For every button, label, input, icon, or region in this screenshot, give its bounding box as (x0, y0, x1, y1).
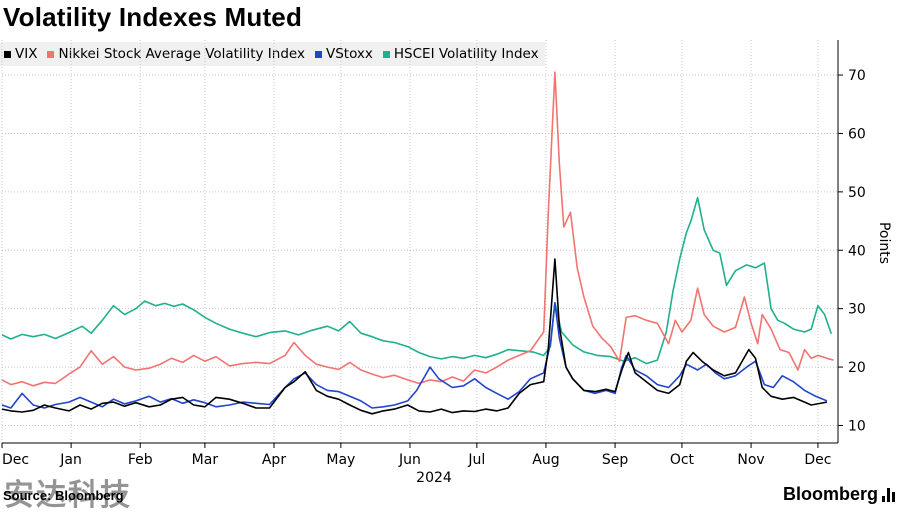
x-tick-label: Mar (192, 452, 219, 468)
legend-item-vstoxx: VStoxx (314, 46, 373, 62)
y-tick-label: 40 (848, 243, 866, 259)
series-line-vstoxx (1, 302, 828, 409)
chart-title: Volatility Indexes Muted (3, 2, 303, 32)
brand-logo: Bloomberg (783, 484, 896, 505)
x-tick-label: Apr (262, 452, 286, 468)
x-tick-label: Jun (398, 452, 421, 468)
series-line-hscei-volatility-index (1, 196, 833, 365)
x-axis-year-label: 2024 (416, 470, 452, 486)
legend-swatch-vstoxx (314, 50, 322, 58)
chart-legend: VIX Nikkei Stock Average Volatility Inde… (0, 42, 545, 66)
x-tick-label: May (326, 452, 355, 468)
legend-label-vix: VIX (15, 46, 38, 62)
series-line-nikkei-stock-average-volatility-index (1, 71, 834, 387)
legend-swatch-nikkei (47, 50, 55, 58)
y-tick-label: 50 (848, 185, 866, 201)
legend-label-vstoxx: VStoxx (325, 46, 373, 62)
x-tick-label: Feb (128, 452, 153, 468)
legend-item-vix: VIX (4, 46, 37, 62)
legend-label-hscei: HSCEI Volatility Index (393, 46, 539, 62)
x-tick-label: Jul (467, 452, 485, 468)
brand-name: Bloomberg (782, 484, 878, 504)
x-tick-label: Sep (602, 452, 629, 468)
y-tick-label: 60 (848, 126, 866, 142)
legend-item-hscei: HSCEI Volatility Index (382, 46, 539, 62)
source-note: Source: Bloomberg (3, 488, 124, 503)
legend-item-nikkei: Nikkei Stock Average Volatility Index (47, 46, 305, 62)
x-tick-label: Jan (59, 452, 82, 468)
legend-swatch-vix (4, 50, 11, 58)
series-line-vix (1, 258, 828, 415)
x-tick-label: Oct (670, 452, 695, 468)
y-tick-label: 20 (848, 360, 866, 376)
bar-chart-icon (882, 487, 896, 502)
x-tick-label: Aug (532, 452, 559, 468)
x-tick-label: Dec (804, 452, 831, 468)
y-tick-label: 10 (848, 418, 866, 434)
y-tick-label: 30 (848, 302, 866, 318)
y-tick-label: 70 (848, 68, 866, 84)
x-tick-label: Nov (737, 452, 764, 468)
legend-label-nikkei: Nikkei Stock Average Volatility Index (58, 46, 305, 62)
x-tick-label: Dec (2, 452, 29, 468)
legend-swatch-hscei (382, 50, 390, 58)
y-axis-title: Points (876, 222, 892, 264)
